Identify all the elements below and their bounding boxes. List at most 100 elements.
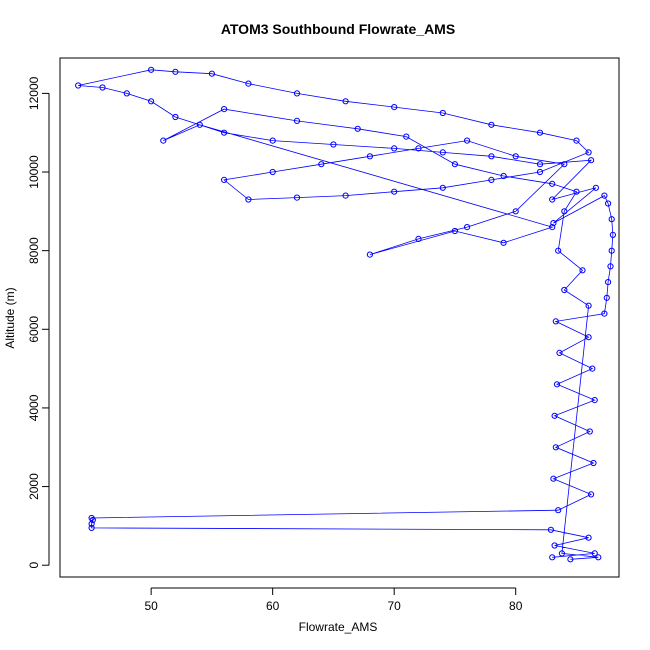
data-point — [415, 145, 422, 152]
data-point — [550, 220, 557, 227]
data-point — [589, 365, 596, 372]
data-point — [549, 180, 556, 187]
data-point — [595, 554, 602, 561]
data-point — [196, 121, 203, 128]
data-point — [549, 554, 556, 561]
data-point — [605, 200, 612, 207]
data-point — [439, 109, 446, 117]
data-point — [172, 68, 179, 75]
data-point — [561, 161, 568, 168]
plot-frame — [59, 57, 620, 578]
data-point — [221, 106, 228, 113]
data-point — [550, 475, 557, 482]
x-tick-label: 70 — [388, 599, 402, 613]
data-point — [245, 80, 252, 87]
y-tick-label: 8000 — [27, 237, 41, 264]
data-point — [342, 192, 349, 199]
data-point — [500, 239, 507, 246]
data-point — [269, 168, 276, 176]
data-point — [588, 491, 595, 498]
data-point — [585, 149, 592, 156]
data-point — [208, 70, 215, 77]
data-point — [552, 444, 559, 451]
data-point — [603, 294, 610, 301]
data-point — [590, 459, 597, 467]
data-point — [556, 349, 563, 356]
data-point — [415, 235, 422, 242]
x-tick-label: 50 — [144, 599, 158, 613]
data-point — [366, 153, 373, 160]
data-point — [488, 121, 495, 128]
data-point — [585, 534, 592, 541]
data-point — [549, 224, 556, 231]
data-point — [609, 231, 617, 238]
data-point — [148, 66, 155, 73]
data-point — [148, 98, 155, 105]
data-point — [585, 302, 592, 309]
data-point — [601, 192, 608, 199]
data-point — [555, 507, 562, 514]
x-axis-label: Flowrate_AMS — [299, 620, 378, 634]
x-tick-label: 60 — [266, 599, 280, 613]
data-point — [561, 286, 568, 294]
data-point — [293, 90, 301, 97]
y-tick-label: 4000 — [27, 394, 41, 421]
data-point — [464, 224, 471, 231]
data-point — [391, 104, 398, 111]
data-point — [551, 542, 558, 549]
y-axis-label: Altitude (m) — [3, 287, 17, 348]
data-point — [88, 524, 95, 532]
data-point — [439, 184, 446, 191]
data-point — [366, 251, 373, 258]
data-point — [354, 125, 361, 132]
data-point — [579, 267, 586, 274]
data-point — [536, 129, 544, 136]
data-point — [536, 168, 544, 176]
data-point — [488, 153, 495, 160]
data-point — [558, 550, 566, 557]
data-point — [512, 153, 519, 160]
chart-title: ATOM3 Southbound Flowrate_AMS — [221, 21, 455, 37]
data-point — [547, 526, 555, 533]
data-point — [591, 550, 598, 557]
data-point — [552, 318, 559, 325]
data-point — [172, 113, 179, 121]
data-point — [464, 137, 471, 144]
data-point — [607, 263, 614, 270]
data-point — [573, 188, 580, 195]
series-line — [78, 69, 614, 560]
data-point — [269, 137, 276, 144]
y-tick-label: 6000 — [27, 316, 41, 343]
data-point — [488, 176, 495, 183]
data-point — [123, 90, 130, 97]
data-point — [561, 208, 568, 215]
y-tick-label: 10000 — [27, 155, 41, 189]
data-point — [160, 137, 167, 144]
data-point — [439, 149, 446, 156]
data-point — [555, 247, 562, 254]
data-point — [551, 412, 558, 419]
data-point — [512, 208, 519, 215]
data-point — [553, 381, 561, 388]
data-point — [330, 141, 337, 148]
y-tick-label: 12000 — [27, 76, 41, 110]
data-point — [221, 129, 228, 136]
y-tick-label: 2000 — [27, 473, 41, 500]
axes: 50 60 70 80 0 2000 4000 6000 8000 10000 12000 — [27, 76, 523, 613]
data-point — [605, 279, 612, 286]
data-point — [293, 117, 301, 125]
data-point — [536, 161, 544, 168]
data-point — [75, 82, 82, 89]
plot-area — [75, 66, 617, 563]
data-point — [99, 84, 106, 91]
data-point — [592, 184, 600, 191]
x-tick-label: 80 — [509, 599, 523, 613]
data-point — [451, 161, 458, 168]
data-point — [549, 196, 556, 203]
data-point — [573, 137, 580, 144]
data-point — [591, 397, 598, 404]
data-point — [293, 194, 301, 201]
data-point — [608, 247, 615, 254]
data-point — [601, 310, 608, 317]
data-point — [391, 145, 398, 152]
